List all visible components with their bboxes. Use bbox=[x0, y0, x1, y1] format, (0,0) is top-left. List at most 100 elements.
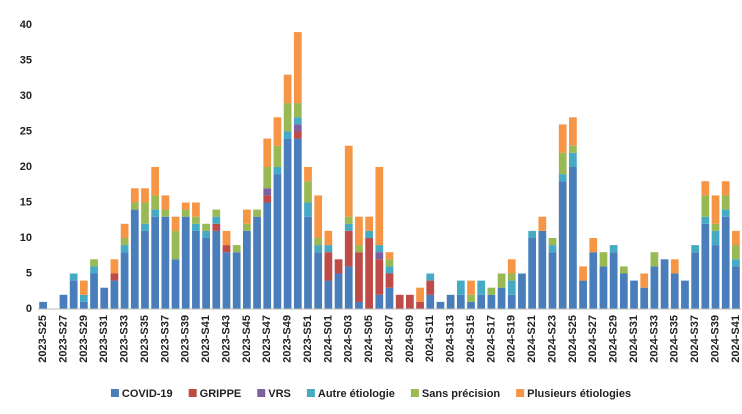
bar-segment bbox=[283, 74, 292, 104]
bar-segment bbox=[293, 138, 302, 309]
bar-segment bbox=[711, 195, 720, 224]
bar-segment bbox=[263, 202, 272, 309]
bar-segment bbox=[599, 252, 608, 267]
bar-segment bbox=[324, 245, 333, 253]
bar-segment bbox=[548, 238, 557, 246]
bar-segment bbox=[232, 252, 241, 309]
bar-segment bbox=[732, 245, 740, 260]
bar-segment bbox=[202, 223, 210, 231]
legend-label: COVID-19 bbox=[122, 388, 173, 400]
bar-segment bbox=[721, 216, 730, 309]
bar-segment bbox=[110, 273, 119, 281]
bar-segment bbox=[691, 252, 700, 309]
y-tick-label: 25 bbox=[20, 125, 32, 137]
x-tick-label: 2024-S25 bbox=[567, 315, 579, 363]
bar-segment bbox=[691, 245, 700, 253]
bar-segment bbox=[120, 223, 129, 238]
bar-segment bbox=[304, 167, 312, 182]
x-tick-label: 2023-S51 bbox=[302, 315, 314, 363]
bar-segment bbox=[130, 202, 139, 210]
bar-segment bbox=[151, 167, 160, 196]
bar-segment bbox=[79, 280, 88, 295]
x-tick-label: 2024-S19 bbox=[506, 315, 518, 363]
bar-segment bbox=[467, 294, 475, 302]
bar-segment bbox=[660, 259, 669, 309]
bar-segment bbox=[467, 280, 475, 295]
x-tick-label: 2023-S43 bbox=[220, 315, 232, 363]
bar-segment bbox=[151, 209, 160, 217]
bar-segment bbox=[395, 294, 404, 309]
y-tick-label: 35 bbox=[20, 54, 32, 66]
bar-segment bbox=[721, 195, 730, 210]
bar-segment bbox=[375, 252, 384, 260]
legend: COVID-19 GRIPPE VRS Autre étiologie Sans pré… bbox=[110, 388, 631, 400]
bar-segment bbox=[630, 280, 638, 309]
legend-swatch bbox=[257, 389, 266, 397]
bar-segment bbox=[426, 280, 435, 295]
bar-segment bbox=[518, 273, 526, 309]
x-tick-label: 2024-S23 bbox=[546, 315, 558, 363]
y-tick-label: 40 bbox=[20, 19, 32, 31]
x-tick-label: 2023-S25 bbox=[37, 315, 49, 363]
bar-segment bbox=[599, 266, 608, 309]
x-tick-label: 2024-S27 bbox=[587, 315, 599, 363]
bar-segment bbox=[283, 138, 292, 309]
bar-segment bbox=[293, 32, 302, 104]
y-tick-label: 30 bbox=[20, 90, 32, 102]
bar-segment bbox=[141, 223, 149, 231]
bar-segment bbox=[385, 252, 394, 260]
bar-segment bbox=[365, 216, 373, 231]
x-tick-label: 2024-S31 bbox=[628, 315, 640, 363]
legend-label: VRS bbox=[268, 388, 291, 400]
bar-segment bbox=[569, 145, 577, 153]
bar-segment bbox=[120, 245, 129, 253]
bar-segment bbox=[619, 273, 628, 309]
bar-segment bbox=[477, 294, 486, 309]
bar-segment bbox=[181, 209, 190, 217]
x-tick-label: 2024-S33 bbox=[648, 315, 660, 363]
bar-segment bbox=[141, 202, 149, 224]
bar-segment bbox=[732, 259, 740, 267]
bar-segment bbox=[701, 216, 710, 224]
bar-segment bbox=[192, 230, 200, 309]
bar-segment bbox=[446, 294, 455, 309]
bar-segment bbox=[569, 167, 577, 309]
bar-segment bbox=[212, 209, 221, 217]
bar-segment bbox=[110, 259, 119, 274]
bar-segment bbox=[304, 216, 312, 309]
x-tick-label: 2023-S33 bbox=[119, 315, 131, 363]
bar-segment bbox=[273, 145, 282, 167]
x-tick-label: 2023-S37 bbox=[159, 315, 171, 363]
bar-segment bbox=[355, 216, 363, 246]
bar-segment bbox=[344, 266, 353, 309]
bar-segment bbox=[161, 195, 170, 210]
x-tick-label: 2024-S07 bbox=[383, 315, 395, 363]
bar-segment bbox=[467, 301, 475, 309]
x-tick-label: 2024-S15 bbox=[465, 315, 477, 363]
bar-segment bbox=[456, 294, 465, 309]
y-tick-label: 0 bbox=[26, 303, 32, 315]
bar-segment bbox=[497, 273, 506, 288]
bar-segment bbox=[181, 202, 190, 210]
bar-segment bbox=[579, 266, 587, 281]
bar-segment bbox=[650, 252, 659, 267]
bar-segment bbox=[273, 167, 282, 175]
bar-segment bbox=[304, 181, 312, 203]
bar-segment bbox=[436, 301, 445, 309]
legend-label: GRIPPE bbox=[200, 388, 242, 400]
bar-segment bbox=[365, 230, 373, 238]
x-tick-label: 2024-S35 bbox=[669, 315, 681, 363]
x-tick-label: 2023-S35 bbox=[139, 315, 151, 363]
bar-segment bbox=[90, 266, 98, 274]
bar-segment bbox=[732, 230, 740, 246]
bar-segment bbox=[212, 216, 221, 224]
bar-segment bbox=[324, 280, 333, 309]
bar-segment bbox=[385, 259, 394, 267]
bar-segment bbox=[120, 238, 129, 246]
y-tick-label: 5 bbox=[26, 267, 32, 279]
bar-segment bbox=[202, 230, 210, 238]
x-tick-label: 2023-S49 bbox=[282, 315, 294, 363]
y-tick-label: 15 bbox=[20, 196, 32, 208]
x-tick-label: 2024-S29 bbox=[608, 315, 620, 363]
bar-segment bbox=[242, 223, 251, 231]
